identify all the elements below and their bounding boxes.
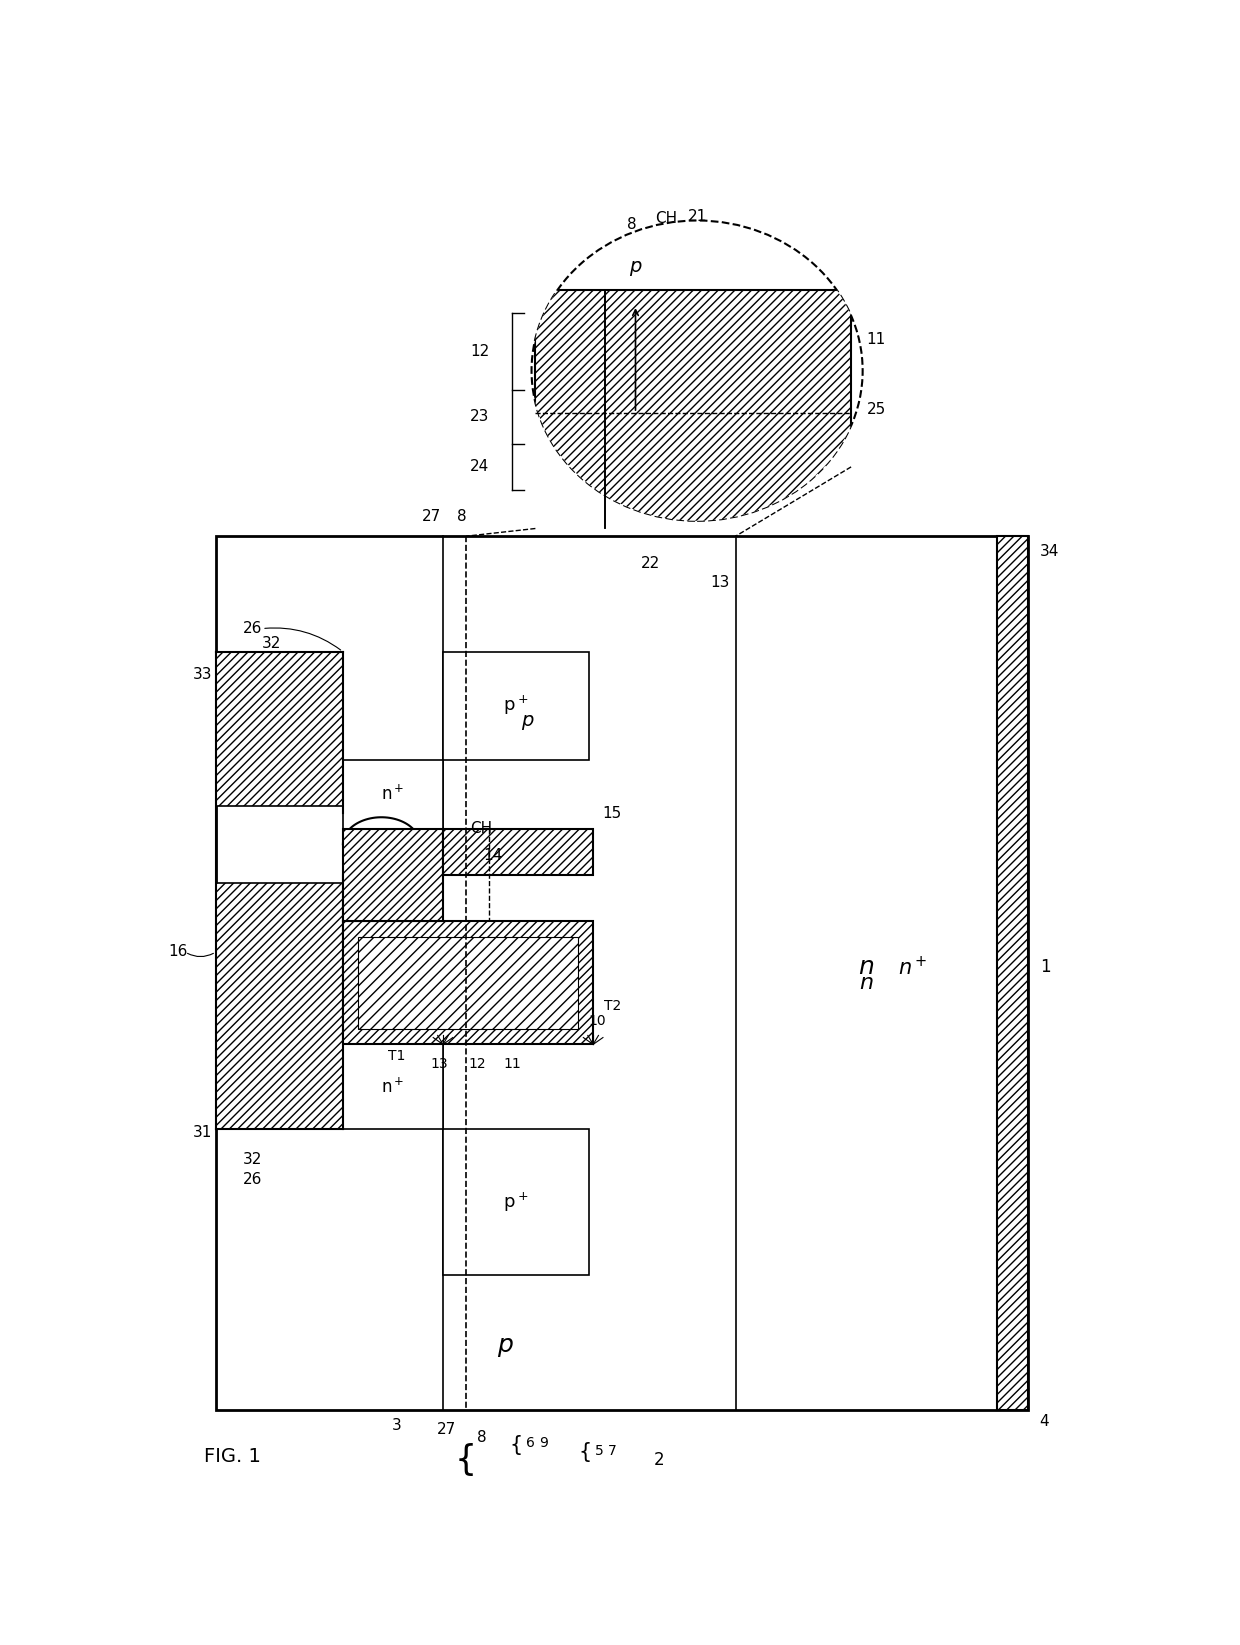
Text: 12: 12 [469,1056,486,1071]
Bar [443,1128,589,1275]
Text: {: { [510,1434,523,1454]
Text: T1: T1 [388,1050,405,1063]
Text: 22: 22 [641,556,661,571]
Text: 26: 26 [243,622,262,637]
Bar [443,829,593,875]
Text: 8: 8 [458,510,467,525]
Ellipse shape [532,220,863,521]
Bar [343,829,443,921]
Text: p: p [630,257,641,276]
Text: 14: 14 [484,849,502,864]
Bar [216,883,343,1128]
Text: 8: 8 [476,1430,486,1444]
Text: 1: 1 [1040,959,1050,977]
Text: p$^+$: p$^+$ [503,1191,528,1214]
Text: 21: 21 [687,209,707,224]
Text: 4: 4 [1040,1415,1049,1430]
Text: 7: 7 [608,1444,616,1457]
Text: T2: T2 [604,999,621,1013]
Text: n: n [859,972,873,994]
Text: 31: 31 [192,1125,212,1140]
Text: {: { [455,1443,477,1477]
Text: 24: 24 [470,459,490,474]
Text: 34: 34 [1040,544,1059,559]
Text: 6: 6 [526,1436,534,1451]
Text: 11: 11 [503,1056,521,1071]
Text: 8: 8 [627,217,636,232]
Text: 5: 5 [595,1444,604,1457]
Text: 23: 23 [470,410,490,424]
Text: p: p [522,712,534,730]
Text: 25: 25 [867,401,885,416]
Text: 16: 16 [167,944,187,959]
Bar [997,536,1028,1410]
Text: 11: 11 [867,332,885,347]
Text: n$^+$: n$^+$ [381,785,404,804]
Bar [343,921,593,1045]
Bar [343,760,443,829]
Bar [343,1045,443,1128]
Text: 33: 33 [192,668,212,683]
Text: 27: 27 [422,510,441,525]
Text: 32: 32 [262,637,281,651]
Text: p$^+$: p$^+$ [503,694,528,717]
Text: FIG. 1: FIG. 1 [205,1448,262,1466]
Text: 26: 26 [243,1171,262,1186]
Bar [216,651,343,806]
Bar [443,651,589,760]
Text: 27: 27 [438,1421,456,1436]
Bar [536,290,851,528]
Text: 13: 13 [430,1056,448,1071]
Text: 32: 32 [243,1153,262,1168]
Text: CH: CH [470,821,492,836]
Text: 15: 15 [603,806,622,821]
Bar [358,936,578,1030]
Text: 12: 12 [470,344,490,359]
Text: 2: 2 [653,1451,663,1469]
Text: 9: 9 [538,1436,548,1451]
Text: 3: 3 [392,1418,402,1433]
Text: n$^+$: n$^+$ [898,956,928,979]
Text: n$^+$: n$^+$ [381,1077,404,1097]
Text: p: p [497,1332,512,1357]
Text: CH: CH [655,212,677,227]
Text: n: n [858,956,874,979]
Text: {: { [579,1443,591,1462]
Text: 10: 10 [588,1015,606,1028]
Bar [216,536,1028,1410]
Text: 13: 13 [711,574,730,591]
